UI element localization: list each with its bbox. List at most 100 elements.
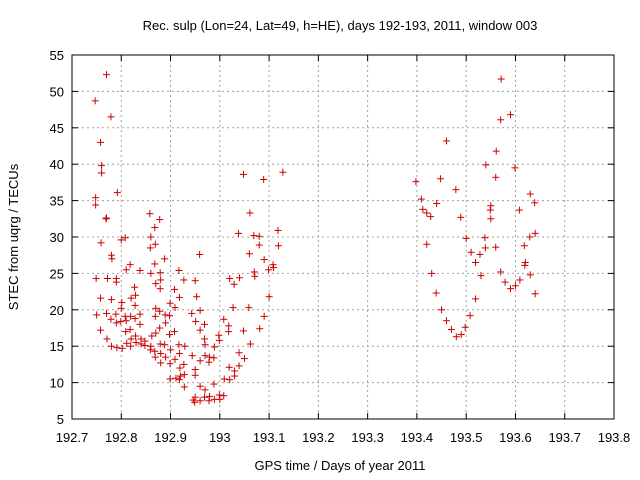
data-point: [127, 342, 135, 350]
data-point: [126, 261, 134, 269]
data-point: [127, 294, 135, 302]
data-point: [255, 241, 263, 249]
data-point: [520, 242, 528, 250]
data-point: [92, 201, 100, 209]
data-point: [428, 269, 436, 277]
data-point: [141, 341, 149, 349]
data-point: [497, 75, 505, 83]
data-point: [427, 213, 435, 221]
data-point: [188, 352, 196, 360]
data-point: [452, 186, 460, 194]
data-point: [201, 386, 209, 394]
data-point: [201, 352, 209, 360]
data-point: [131, 315, 139, 323]
data-point: [152, 280, 160, 288]
data-point: [171, 355, 179, 363]
data-point: [97, 326, 105, 334]
y-tick-label: 30: [50, 230, 64, 245]
data-point: [151, 240, 159, 248]
data-point: [166, 299, 174, 307]
data-point: [492, 243, 500, 251]
data-point: [166, 312, 174, 320]
data-point: [112, 310, 120, 318]
y-axis-label: STEC from uqrg / TECUs: [6, 163, 21, 310]
data-point: [472, 295, 480, 303]
data-point: [166, 375, 174, 383]
data-point: [476, 250, 484, 258]
data-point: [419, 205, 427, 213]
data-point: [412, 178, 420, 186]
data-point: [246, 209, 254, 217]
data-point: [210, 354, 218, 362]
data-point: [432, 289, 440, 297]
data-point: [118, 344, 126, 352]
data-point: [108, 255, 116, 263]
data-point: [157, 349, 165, 357]
data-points: [91, 71, 539, 406]
data-point: [136, 320, 144, 328]
y-tick-label: 10: [50, 376, 64, 391]
data-point: [255, 232, 263, 240]
data-point: [497, 116, 505, 124]
data-point: [156, 340, 164, 348]
data-point: [97, 294, 105, 302]
x-tick-label: 193.4: [401, 430, 434, 445]
data-point: [196, 250, 204, 258]
x-tick-label: 193: [209, 430, 231, 445]
data-point: [220, 375, 228, 383]
data-point: [122, 328, 130, 336]
data-point: [91, 97, 99, 105]
data-point: [180, 360, 188, 368]
data-point: [235, 349, 243, 357]
data-point: [102, 71, 110, 79]
data-point: [151, 224, 159, 232]
data-point: [112, 278, 120, 286]
x-axis-label: GPS time / Days of year 2011: [255, 458, 426, 473]
data-point: [270, 264, 278, 272]
data-point: [215, 336, 223, 344]
data-point: [146, 244, 154, 252]
data-point: [151, 260, 159, 268]
data-point: [175, 376, 183, 384]
x-tick-label: 193.6: [499, 430, 532, 445]
data-point: [127, 312, 135, 320]
data-point: [191, 398, 199, 406]
data-point: [97, 138, 105, 146]
data-point: [225, 363, 233, 371]
data-point: [180, 276, 188, 284]
data-point: [457, 331, 465, 339]
data-point: [103, 274, 111, 282]
y-tick-label: 50: [50, 84, 64, 99]
data-point: [147, 233, 155, 241]
data-point: [472, 258, 480, 266]
data-point: [511, 282, 519, 290]
data-point: [466, 312, 474, 320]
data-point: [162, 353, 170, 361]
data-point: [122, 317, 130, 325]
data-point: [107, 113, 115, 121]
data-point: [230, 280, 238, 288]
data-point: [250, 232, 258, 240]
data-point: [501, 278, 509, 286]
data-point: [229, 304, 237, 312]
data-point: [196, 307, 204, 315]
data-point: [102, 215, 110, 223]
plot-frame: [71, 54, 615, 420]
data-point: [113, 189, 121, 197]
data-point: [175, 341, 183, 349]
data-point: [225, 328, 233, 336]
data-point: [180, 371, 188, 379]
data-point: [461, 323, 469, 331]
data-point: [175, 349, 183, 357]
data-point: [477, 272, 485, 280]
data-point: [180, 383, 188, 391]
data-point: [235, 229, 243, 237]
data-point: [481, 234, 489, 242]
data-point: [157, 359, 165, 367]
data-point: [161, 341, 169, 349]
data-point: [107, 315, 115, 323]
data-point: [170, 285, 178, 293]
x-tick-label: 193.3: [351, 430, 384, 445]
data-point: [245, 250, 253, 258]
data-point: [175, 293, 183, 301]
